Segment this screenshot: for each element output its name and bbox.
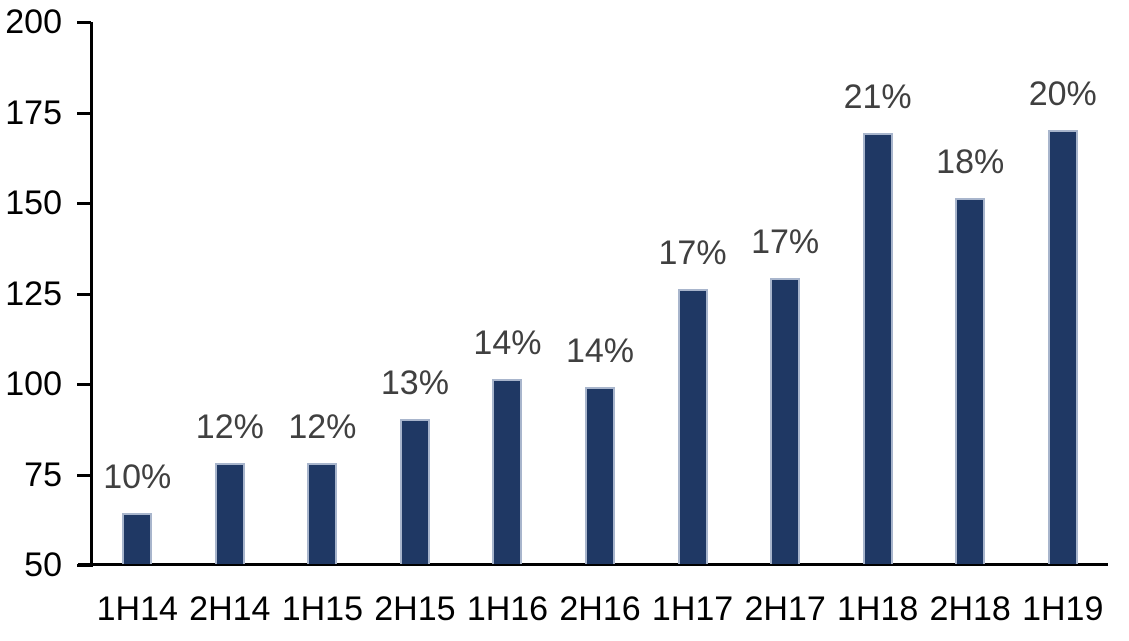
bar bbox=[1047, 130, 1078, 564]
bar bbox=[862, 133, 893, 564]
x-axis-tick-label: 1H16 bbox=[466, 590, 549, 628]
y-axis-tick-mark bbox=[77, 21, 91, 24]
y-axis-tick-label: 50 bbox=[24, 546, 62, 584]
y-axis-tick-mark bbox=[77, 292, 91, 296]
plot-area: 10% 12% 12% 13% 14% 14% 17% 17% 21% 18% 20% bbox=[91, 22, 1109, 564]
bar-group: 18% bbox=[924, 22, 1017, 564]
x-axis-line bbox=[78, 563, 1108, 566]
y-axis-line bbox=[90, 22, 93, 567]
x-axis-tick-label: 2H17 bbox=[744, 590, 826, 628]
bar bbox=[955, 198, 986, 564]
bar-value-label: 14% bbox=[473, 324, 542, 362]
bar bbox=[770, 278, 801, 564]
y-axis-tick-mark bbox=[77, 202, 91, 205]
bar-group: 12% bbox=[184, 22, 277, 564]
bar bbox=[585, 387, 615, 564]
bar-value-label: 12% bbox=[195, 408, 264, 446]
bar-group: 17% bbox=[739, 22, 832, 564]
bar bbox=[677, 289, 708, 564]
x-axis-tick-label: 1H18 bbox=[837, 590, 919, 628]
y-axis-tick-label: 100 bbox=[5, 365, 62, 403]
x-axis-tick-label: 2H15 bbox=[374, 590, 456, 628]
bar-group: 14% bbox=[461, 22, 554, 564]
bar-value-label: 18% bbox=[936, 143, 1005, 181]
bar-value-label: 13% bbox=[380, 364, 449, 402]
x-axis-tick-label: 1H17 bbox=[651, 590, 734, 628]
bar bbox=[122, 513, 153, 564]
y-axis-tick-label: 75 bbox=[24, 455, 62, 494]
y-axis-tick-label: 125 bbox=[5, 274, 62, 313]
bar-group: 21% bbox=[831, 22, 924, 564]
x-axis-tick-label: 2H18 bbox=[929, 590, 1011, 628]
bar bbox=[399, 419, 430, 564]
bar bbox=[492, 379, 523, 564]
bar-group: 13% bbox=[369, 22, 462, 564]
y-axis-tick-label: 175 bbox=[5, 93, 62, 132]
y-axis-tick-mark bbox=[77, 111, 91, 115]
y-axis-tick-label: 200 bbox=[5, 3, 62, 41]
bar-group: 10% bbox=[91, 22, 184, 564]
bar-group: 12% bbox=[276, 22, 369, 564]
y-axis-tick-mark bbox=[77, 383, 91, 386]
bar bbox=[307, 463, 338, 564]
bar-value-label: 17% bbox=[751, 223, 820, 261]
x-axis-tick-label: 1H14 bbox=[96, 590, 178, 628]
bar-value-label: 21% bbox=[843, 78, 912, 116]
bar-value-label: 12% bbox=[288, 408, 357, 446]
x-axis-tick-label: 1H15 bbox=[281, 590, 363, 628]
bar-value-label: 20% bbox=[1028, 75, 1097, 113]
bar-group: 17% bbox=[646, 22, 739, 564]
x-axis-tick-label: 2H14 bbox=[189, 590, 271, 628]
bar-group: 20% bbox=[1016, 22, 1109, 564]
y-axis-tick-label: 150 bbox=[5, 184, 62, 222]
y-axis-tick-mark bbox=[77, 473, 91, 477]
bar-group: 14% bbox=[554, 22, 647, 564]
x-axis-tick-label: 2H16 bbox=[559, 590, 641, 628]
bar bbox=[214, 463, 245, 564]
bar-value-label: 10% bbox=[103, 458, 172, 496]
bar-value-label: 17% bbox=[658, 234, 727, 272]
bar-value-label: 14% bbox=[565, 332, 635, 370]
x-axis-labels: 1H14 2H14 1H15 2H15 1H16 2H16 1H17 2H17 1H18 2H18… bbox=[91, 589, 1109, 629]
x-axis-tick-label: 1H19 bbox=[1022, 590, 1104, 628]
